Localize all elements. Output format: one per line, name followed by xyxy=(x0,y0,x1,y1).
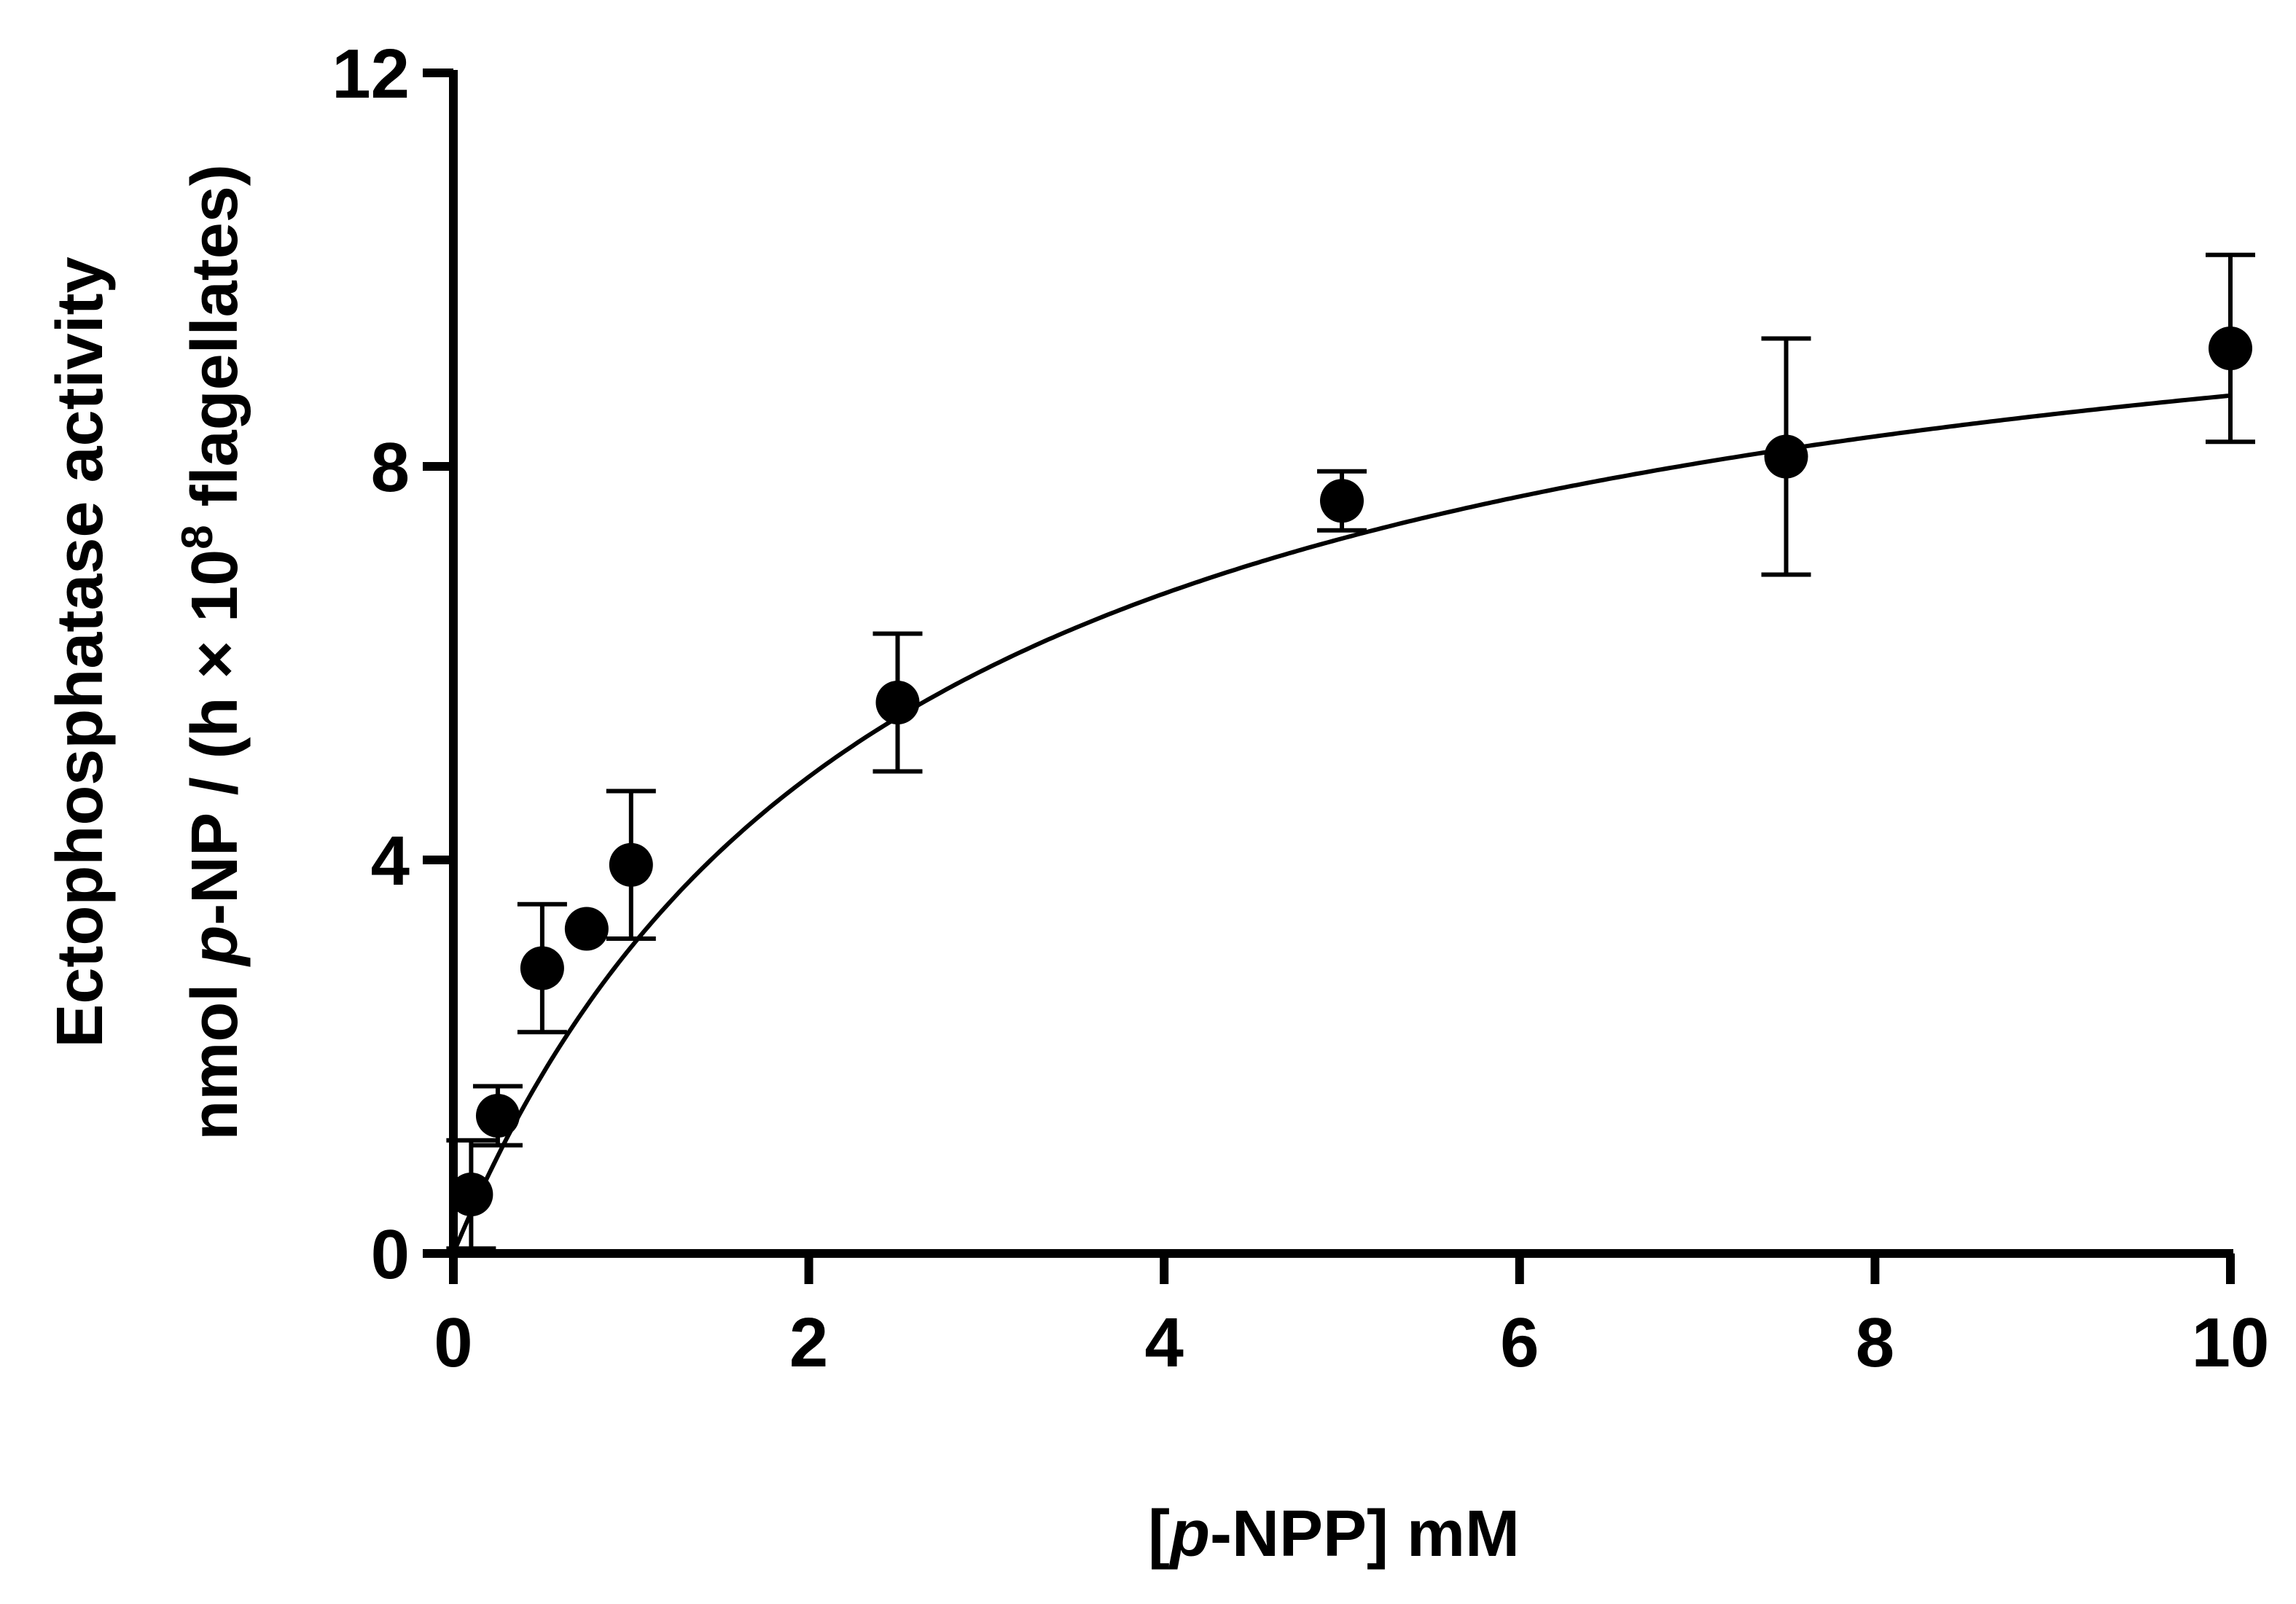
data-point-6 xyxy=(1320,479,1364,523)
x-tick-label-0: 0 xyxy=(434,1304,472,1382)
data-point-1 xyxy=(475,1094,520,1138)
data-points xyxy=(449,326,2252,1216)
x-tick-label-10: 10 xyxy=(2192,1304,2270,1382)
y-tick-label-12: 12 xyxy=(332,35,410,113)
data-point-4 xyxy=(609,842,653,887)
y-tick-label-8: 8 xyxy=(371,429,410,506)
data-point-5 xyxy=(875,681,920,724)
error-bars xyxy=(446,252,2255,1251)
fit-curve xyxy=(451,393,2231,1255)
tick-labels: 0 2 4 6 8 10 0 4 8 12 xyxy=(332,35,2269,1382)
data-point-2 xyxy=(520,946,564,990)
fit-curve-layer xyxy=(451,393,2231,1255)
axes xyxy=(423,69,2235,1284)
data-point-3 xyxy=(564,907,609,951)
data-point-8 xyxy=(2209,326,2252,370)
y-tick-label-0: 0 xyxy=(371,1216,410,1294)
y-tick-label-4: 4 xyxy=(371,822,410,900)
data-point-7 xyxy=(1764,434,1808,479)
x-tick-label-6: 6 xyxy=(1500,1304,1539,1382)
x-tick-label-2: 2 xyxy=(789,1304,828,1382)
y-axis-title-line2: nmol p-NP / (h × 108 flagellates) xyxy=(173,164,251,1141)
x-axis-title: [p-NPP] mM xyxy=(1148,1498,1520,1570)
data-point-0 xyxy=(449,1173,493,1216)
x-tick-label-8: 8 xyxy=(1856,1304,1894,1382)
x-tick-label-4: 4 xyxy=(1145,1304,1184,1382)
y-axis-title-line1: Ectophosphatase activity xyxy=(44,257,117,1047)
